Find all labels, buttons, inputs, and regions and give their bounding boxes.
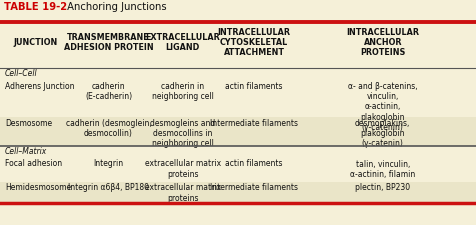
Text: plectin, BP230: plectin, BP230 bbox=[355, 184, 410, 193]
Text: Cell–Matrix: Cell–Matrix bbox=[5, 147, 47, 156]
Text: cadherin (desmoglein,
desmocollin): cadherin (desmoglein, desmocollin) bbox=[66, 119, 151, 138]
Text: Intermediate filaments: Intermediate filaments bbox=[210, 119, 298, 128]
Text: cadherin
(E-cadherin): cadherin (E-cadherin) bbox=[85, 81, 132, 101]
Text: INTRACELLULAR
ANCHOR
PROTEINS: INTRACELLULAR ANCHOR PROTEINS bbox=[346, 28, 419, 57]
Text: extracellular matrix
proteins: extracellular matrix proteins bbox=[145, 160, 221, 179]
Text: Cell–Cell: Cell–Cell bbox=[5, 69, 38, 78]
Text: desmoplakins,
plakoglobin
(γ-catenin): desmoplakins, plakoglobin (γ-catenin) bbox=[355, 119, 410, 148]
Text: Desmosome: Desmosome bbox=[5, 119, 52, 128]
Text: actin filaments: actin filaments bbox=[226, 81, 283, 90]
Text: extracellular matrix
proteins: extracellular matrix proteins bbox=[145, 184, 221, 203]
Text: α- and β-catenins,
vinculin,
α-actinin,
plakoglobin
(γ-catenin): α- and β-catenins, vinculin, α-actinin, … bbox=[348, 81, 417, 132]
Text: Adherens Junction: Adherens Junction bbox=[5, 81, 74, 90]
Text: Anchoring Junctions: Anchoring Junctions bbox=[64, 2, 167, 12]
Bar bbox=[0, 117, 476, 146]
Text: EXTRACELLULAR
LIGAND: EXTRACELLULAR LIGAND bbox=[145, 33, 220, 52]
Text: Focal adhesion: Focal adhesion bbox=[5, 160, 62, 169]
Text: INTRACELLULAR
CYTOSKELETAL
ATTACHMENT: INTRACELLULAR CYTOSKELETAL ATTACHMENT bbox=[218, 28, 291, 57]
Text: Integrin α6β4, BP180: Integrin α6β4, BP180 bbox=[68, 184, 149, 193]
Bar bbox=[0, 158, 476, 182]
Text: Hemidesmosome: Hemidesmosome bbox=[5, 184, 71, 193]
Text: Intermediate filaments: Intermediate filaments bbox=[210, 184, 298, 193]
Text: cadherin in
neighboring cell: cadherin in neighboring cell bbox=[152, 81, 214, 101]
Text: TABLE 19-2: TABLE 19-2 bbox=[4, 2, 67, 12]
Text: TRANSMEMBRANE
ADHESION PROTEIN: TRANSMEMBRANE ADHESION PROTEIN bbox=[64, 33, 153, 52]
Bar bbox=[0, 79, 476, 117]
Text: actin filaments: actin filaments bbox=[226, 160, 283, 169]
Text: desmogleins and
desmocollins in
neighboring cell: desmogleins and desmocollins in neighbor… bbox=[150, 119, 216, 148]
Text: JUNCTION: JUNCTION bbox=[14, 38, 58, 47]
Text: talin, vinculin,
α-actinin, filamin: talin, vinculin, α-actinin, filamin bbox=[350, 160, 416, 179]
Text: Integrin: Integrin bbox=[93, 160, 124, 169]
Bar bbox=[0, 182, 476, 203]
